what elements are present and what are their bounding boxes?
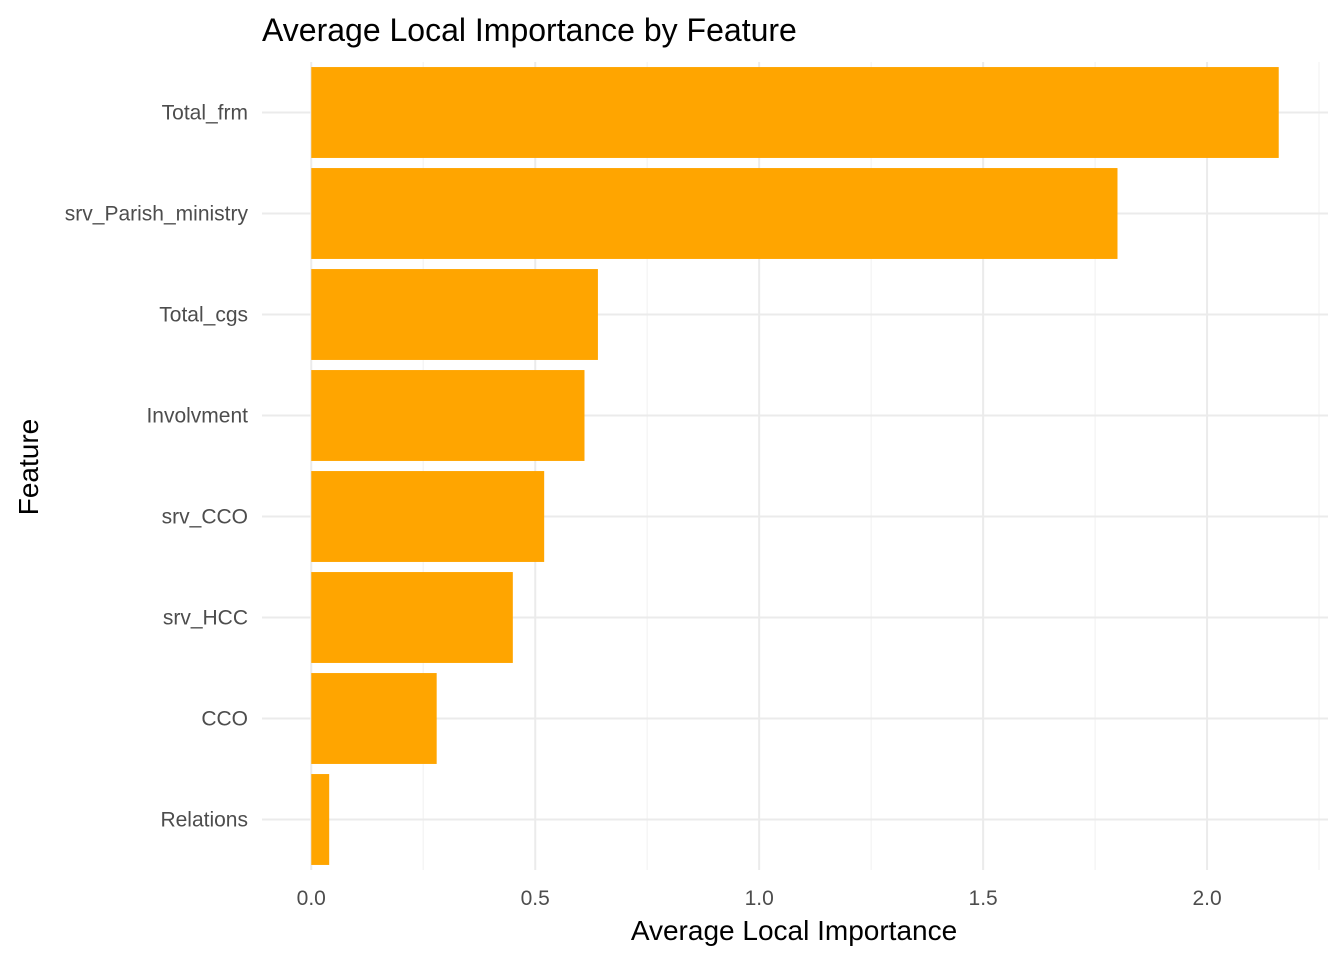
bar-total-frm (311, 67, 1279, 158)
x-tick-label: 0.0 (297, 887, 326, 910)
x-tick-label: 2.0 (1192, 887, 1221, 910)
bar-srv-hcc (311, 572, 513, 663)
y-tick-label: Total_cgs (159, 304, 248, 327)
y-tick-label: Involvment (146, 405, 248, 428)
x-axis-title: Average Local Importance (631, 915, 957, 946)
y-tick-label: srv_HCC (163, 607, 248, 630)
bar-cco (311, 673, 437, 764)
bar-srv-cco (311, 471, 545, 562)
y-tick-labels: Total_frm srv_Parish_ministry Total_cgs Inv… (65, 102, 249, 832)
bar-total-cgs (311, 269, 598, 360)
y-tick-label: srv_Parish_ministry (65, 203, 249, 226)
y-axis-title: Feature (13, 419, 44, 516)
chart-title: Average Local Importance by Feature (262, 12, 797, 48)
x-tick-label: 1.0 (745, 887, 774, 910)
y-tick-label: srv_CCO (162, 506, 248, 529)
y-tick-label: Relations (160, 809, 248, 832)
bar-srv-parish-ministry (311, 168, 1118, 259)
bar-involvment (311, 370, 585, 461)
x-tick-label: 0.5 (521, 887, 550, 910)
bar-relations (311, 774, 330, 865)
y-tick-label: Total_frm (162, 102, 248, 125)
y-tick-label: CCO (201, 708, 248, 731)
x-tick-labels: 0.0 0.5 1.0 1.5 2.0 (297, 887, 1222, 910)
bars (311, 67, 1279, 865)
x-tick-label: 1.5 (969, 887, 998, 910)
